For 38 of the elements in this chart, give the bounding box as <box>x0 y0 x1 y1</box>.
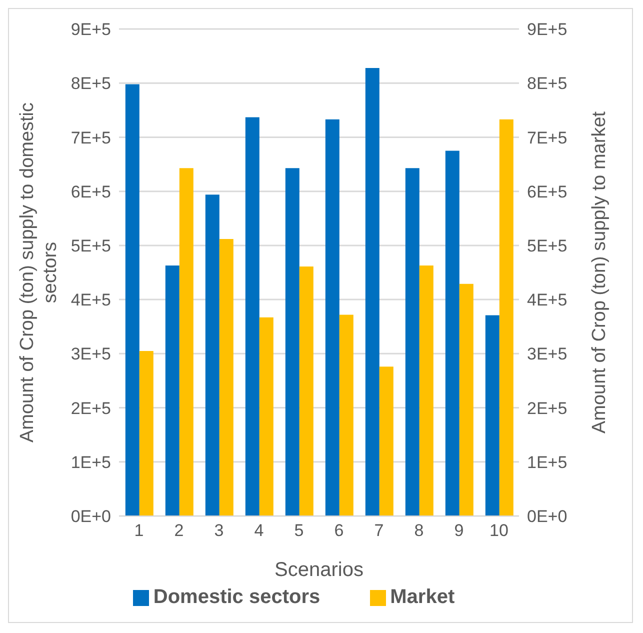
y-tick-label: 0E+0 <box>70 507 111 526</box>
y2-axis-title: Amount of Crop (ton) supply to market <box>589 110 610 434</box>
y-tick-label: 3E+5 <box>70 344 111 364</box>
bar <box>125 84 140 516</box>
bar <box>365 68 380 516</box>
x-tick-label: 8 <box>414 521 424 540</box>
y2-tick-label: 3E+5 <box>527 344 568 364</box>
y2-tick-label: 8E+5 <box>527 74 568 94</box>
y-tick-label: 6E+5 <box>70 182 111 202</box>
y-tick-label: 2E+5 <box>70 398 111 418</box>
bar <box>245 117 260 516</box>
x-tick-label: 3 <box>214 521 224 540</box>
y-tick-label: 4E+5 <box>70 290 111 310</box>
x-tick-label: 1 <box>134 521 144 540</box>
y2-tick-label: 5E+5 <box>527 236 568 256</box>
x-axis-title: Scenarios <box>274 559 364 581</box>
x-tick-label: 6 <box>334 521 344 540</box>
y2-tick-label: 7E+5 <box>527 128 568 148</box>
y-tick-label: 9E+5 <box>70 20 111 40</box>
legend-label: Market <box>390 586 455 608</box>
y2-tick-label: 2E+5 <box>527 398 568 418</box>
y-tick-label: 7E+5 <box>70 128 111 148</box>
x-tick-label: 10 <box>490 521 508 540</box>
y2-tick-label: 0E+0 <box>527 507 568 526</box>
y-tick-label: 8E+5 <box>70 74 111 94</box>
y-tick-label: 1E+5 <box>70 452 111 472</box>
x-tick-label: 4 <box>254 521 264 540</box>
y2-tick-label: 9E+5 <box>527 20 568 40</box>
x-tick-label: 9 <box>454 521 464 540</box>
y2-tick-label: 1E+5 <box>527 452 568 472</box>
x-tick-label: 7 <box>374 521 384 540</box>
x-tick-label: 5 <box>294 521 304 540</box>
y2-tick-label: 4E+5 <box>527 290 568 310</box>
y2-tick-label: 6E+5 <box>527 182 568 202</box>
y-tick-label: 5E+5 <box>70 236 111 256</box>
legend-label: Domestic sectors <box>153 586 320 608</box>
y-axis-title: Amount of Crop (ton) supply to domestic sectors <box>17 102 61 443</box>
x-tick-label: 2 <box>174 521 184 540</box>
